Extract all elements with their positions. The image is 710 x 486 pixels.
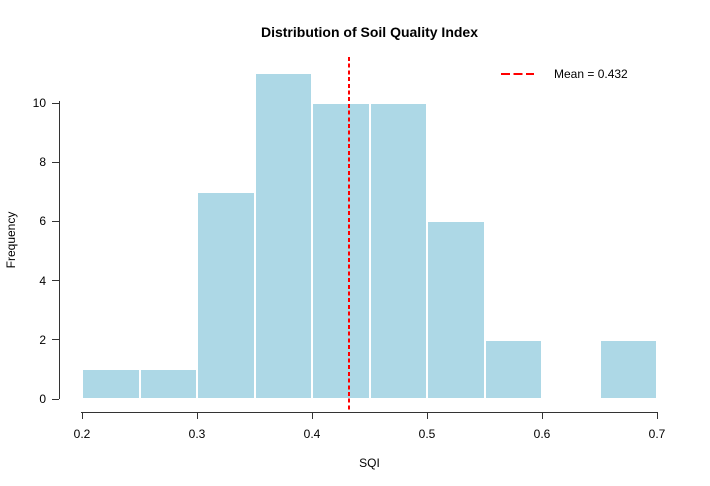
y-tick-label: 4 — [39, 273, 46, 288]
y-tick — [52, 339, 59, 341]
x-axis-title: SQI — [359, 456, 380, 470]
histogram-bar — [312, 103, 370, 399]
x-tick — [311, 412, 313, 419]
histogram-bar — [197, 191, 255, 399]
y-tick — [52, 102, 59, 104]
histogram-bar — [369, 103, 427, 399]
x-tick — [541, 412, 543, 419]
x-tick-label: 0.5 — [418, 427, 436, 441]
y-axis-line — [59, 101, 60, 399]
chart-title: Distribution of Soil Quality Index — [260, 24, 478, 40]
legend-label: Mean = 0.432 — [554, 67, 628, 81]
mean-reference-line — [347, 57, 350, 410]
y-tick-label: 8 — [39, 155, 46, 170]
histogram-bar — [254, 73, 312, 399]
legend-dashed-line-sample — [501, 73, 534, 75]
y-axis-title: Frequency — [4, 211, 18, 269]
y-tick-label: 10 — [32, 96, 46, 110]
y-tick — [52, 398, 59, 400]
histogram-bar — [82, 369, 140, 399]
histogram-bar — [599, 339, 657, 399]
x-tick-label: 0.4 — [303, 427, 321, 441]
x-tick — [426, 412, 428, 419]
x-tick — [656, 412, 658, 419]
histogram-bar — [427, 221, 485, 399]
legend: Mean = 0.432 — [501, 67, 628, 81]
y-tick — [52, 280, 59, 282]
y-tick-label: 0 — [39, 392, 46, 406]
histogram-bar — [484, 339, 542, 399]
x-tick-label: 0.6 — [533, 427, 551, 441]
y-tick-label: 6 — [39, 214, 46, 229]
x-tick-label: 0.2 — [73, 427, 91, 441]
y-tick-label: 2 — [39, 332, 46, 347]
x-axis-line — [81, 412, 658, 413]
y-tick — [52, 161, 59, 163]
histogram-bar — [139, 369, 197, 399]
x-tick-label: 0.3 — [188, 427, 206, 441]
x-tick — [81, 412, 83, 419]
y-tick — [52, 220, 59, 222]
x-tick — [196, 412, 198, 419]
x-tick-label: 0.7 — [648, 427, 666, 441]
